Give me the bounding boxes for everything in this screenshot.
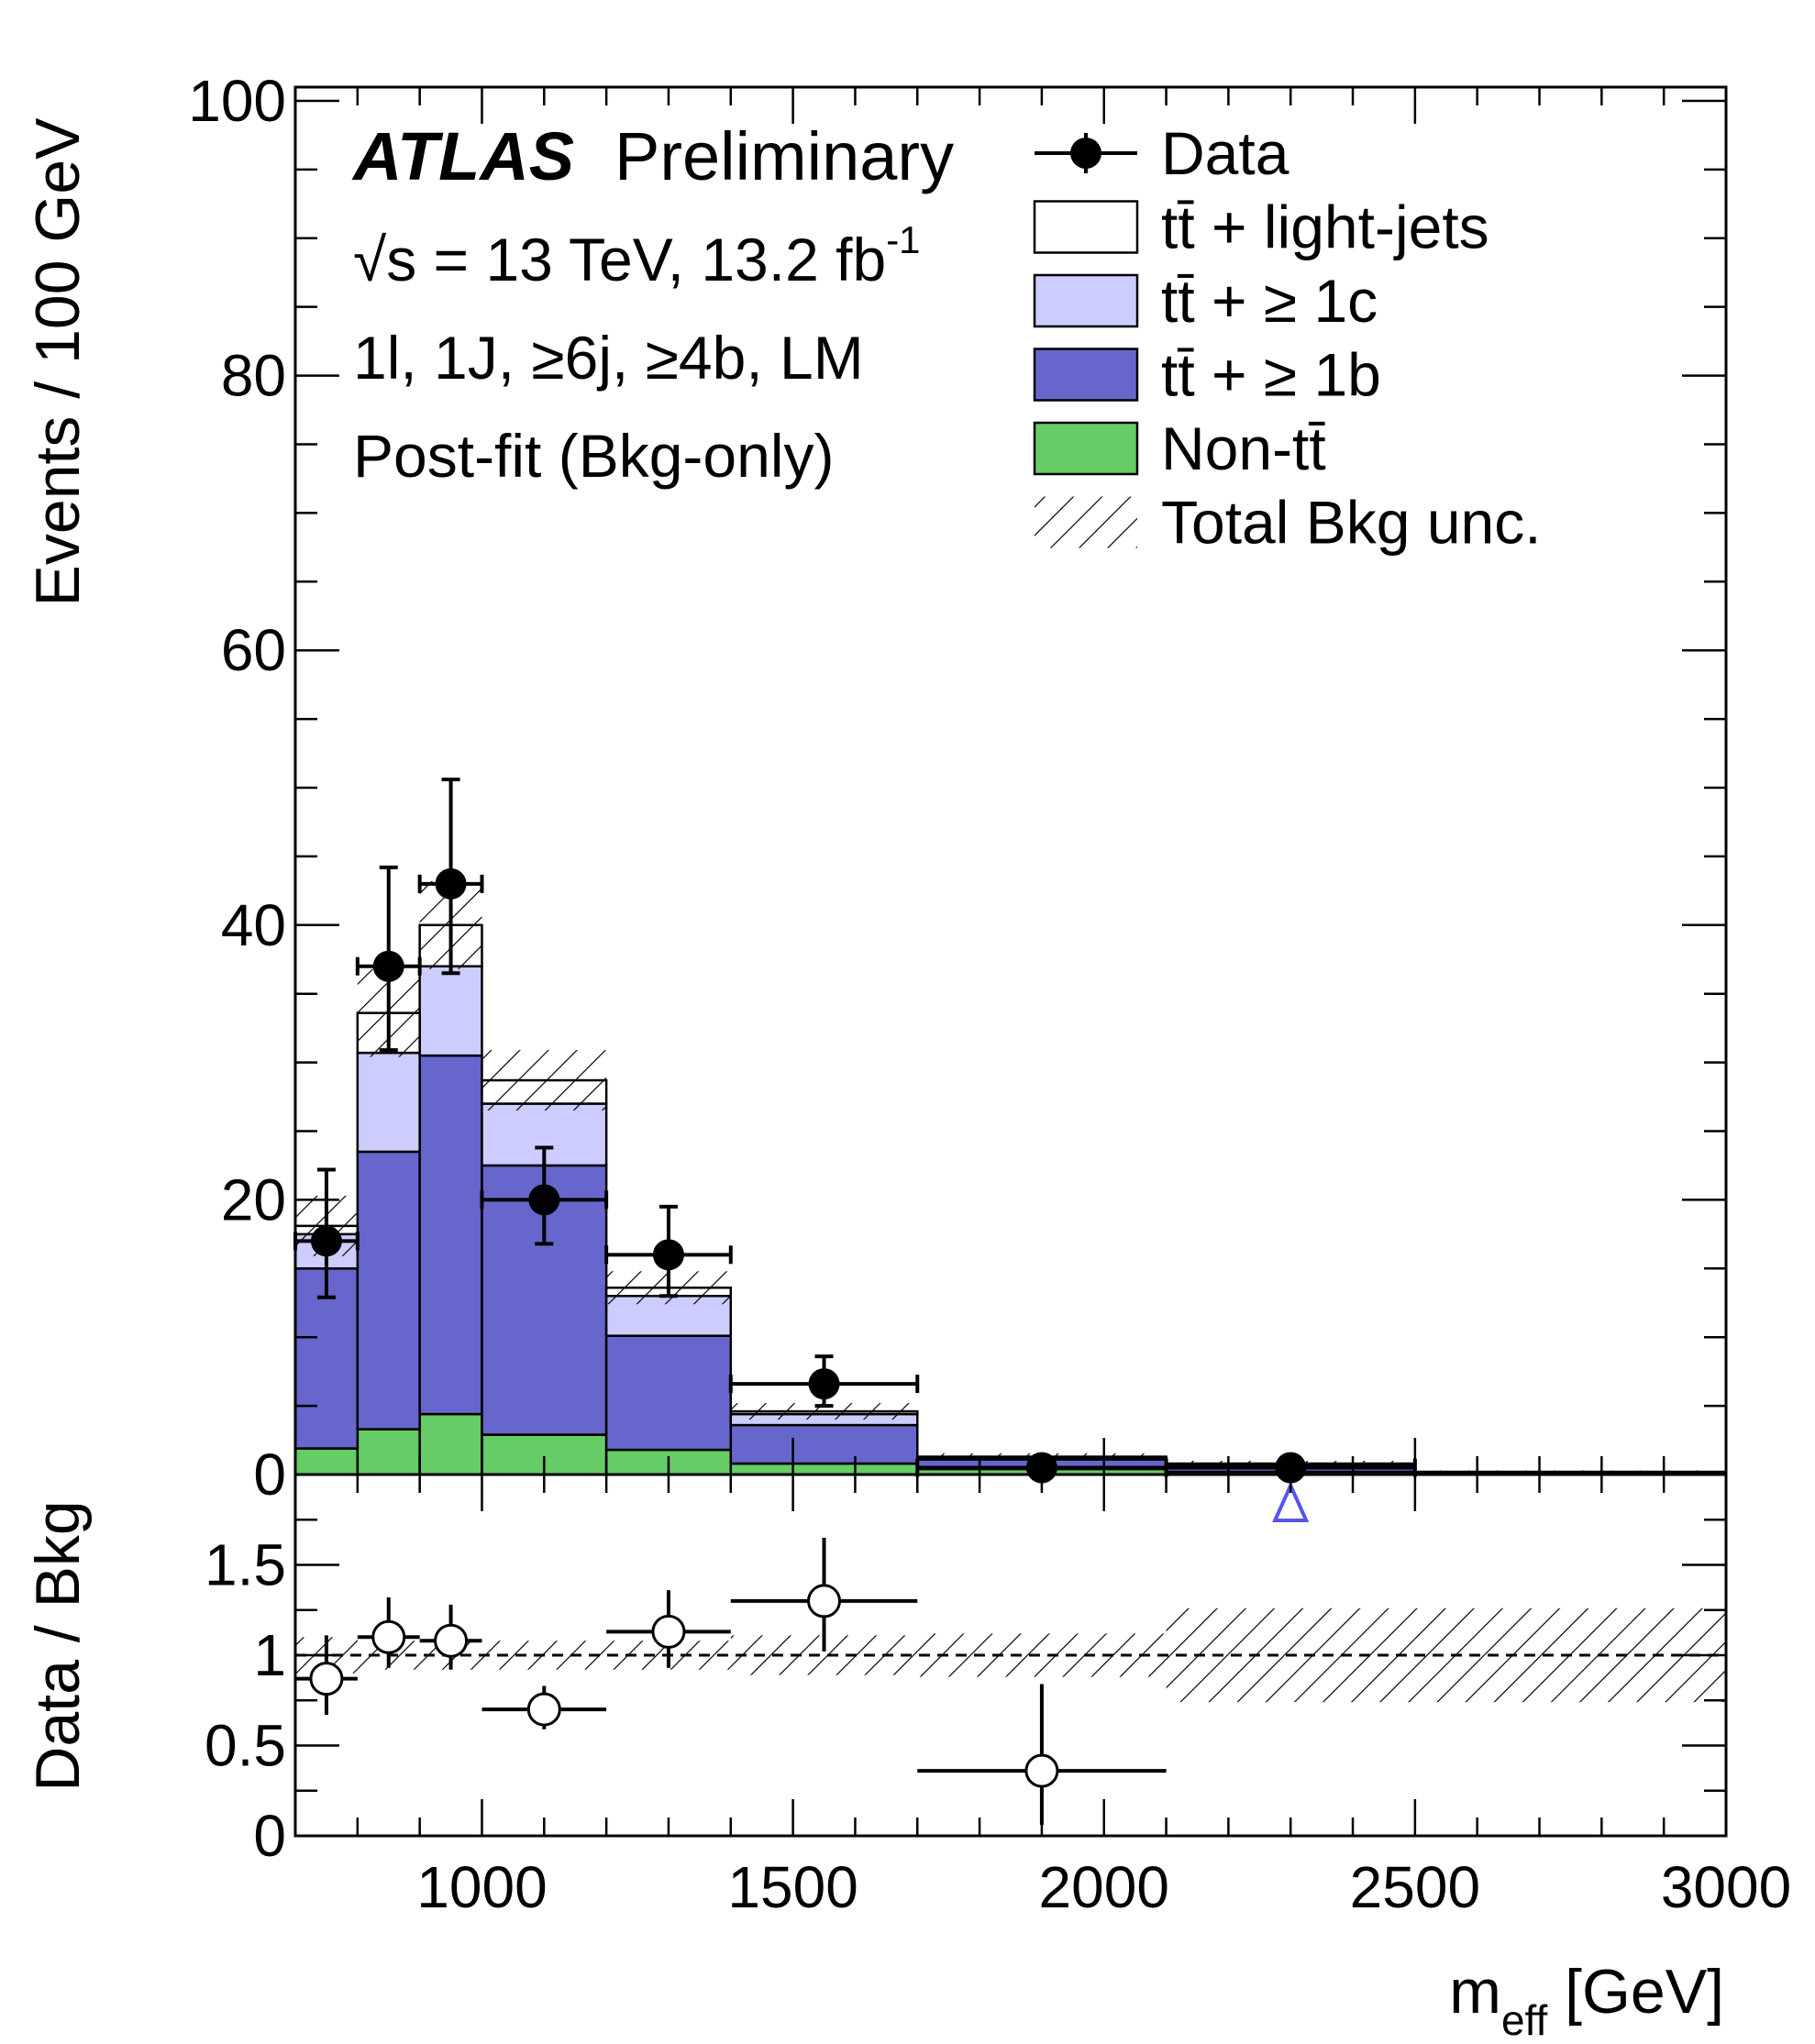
- y-tick-label-20: 20: [221, 1166, 286, 1232]
- legend-label-0: Data: [1161, 119, 1289, 187]
- atlas-label: ATLAS: [351, 118, 574, 194]
- y-tick-label-60: 60: [221, 617, 286, 683]
- energy-lumi-text: √s = 13 TeV, 13.2 fb: [353, 226, 886, 293]
- bar-nontt-0: [293, 1447, 360, 1476]
- data-point-1: [372, 950, 404, 982]
- legend-label-5: Total Bkg unc.: [1161, 489, 1542, 557]
- x-tick-label-2000: 2000: [1039, 1854, 1169, 1920]
- legend-label-4: Non-tt̄: [1161, 414, 1326, 482]
- ratio-y-tick-label-1: 1: [253, 1622, 286, 1688]
- data-point-4: [652, 1239, 684, 1271]
- ratio-y-tick-label-1.5: 1.5: [205, 1532, 286, 1598]
- bar-ttc-1: [356, 1051, 421, 1154]
- lumi-exponent: -1: [886, 218, 920, 261]
- y-tick-label-0: 0: [253, 1442, 286, 1508]
- main-panel: 0 20 40 60 80 100: [188, 68, 1728, 1508]
- ratio-point-4: [651, 1614, 686, 1649]
- ratio-point-5: [807, 1584, 842, 1619]
- bar-ttb-5: [729, 1423, 919, 1465]
- ratio-y-tick-label-0.5: 0.5: [205, 1713, 286, 1779]
- legend-label-1: tt̄ + light-jets: [1161, 193, 1489, 261]
- data-point-2: [435, 867, 467, 900]
- bar-ttc-2: [418, 965, 483, 1057]
- x-tick-label-1000: 1000: [416, 1854, 547, 1920]
- x-tick-label-1500: 1500: [727, 1854, 858, 1920]
- x-axis-title-main: m: [1449, 1957, 1501, 2027]
- ratio-point-6: [1024, 1753, 1059, 1788]
- legend-label-2: tt̄ + ≥ 1c: [1161, 267, 1378, 335]
- x-tick-label-3000: 3000: [1661, 1854, 1791, 1920]
- y-tick-label-100: 100: [188, 68, 286, 134]
- fit-label: Post-fit (Bkg-only): [353, 422, 834, 490]
- ratio-point-3: [526, 1692, 561, 1727]
- bar-nontt-2: [418, 1412, 483, 1476]
- bar-ttb-1: [356, 1150, 421, 1431]
- ratio-y-axis-title: Data / Bkg: [23, 1500, 93, 1792]
- bar-ttb-4: [604, 1334, 733, 1452]
- bkg-unc-8: [1414, 1470, 1726, 1474]
- data-point-0: [310, 1225, 342, 1257]
- energy-lumi-label: √s = 13 TeV, 13.2 fb-1: [353, 218, 921, 293]
- ratio-offscale-arrow-0: [1272, 1481, 1310, 1522]
- channel-label: 1l, 1J, ≥6j, ≥4b, LM: [353, 324, 864, 392]
- legend-data-marker: [1070, 138, 1101, 169]
- data-point-5: [808, 1368, 840, 1400]
- status-label: Preliminary: [614, 118, 954, 194]
- x-tick-label-2500: 2500: [1350, 1854, 1480, 1920]
- x-axis-title: meff [GeV]: [1449, 1957, 1724, 2044]
- x-axis-title-unit: [GeV]: [1547, 1957, 1724, 2027]
- x-axis-title-sub: eff: [1501, 1996, 1548, 2044]
- bar-nontt-5: [729, 1462, 919, 1476]
- legend-swatch-hatch: [1035, 496, 1137, 548]
- ratio-y-tick-label-0: 0: [253, 1803, 286, 1869]
- legend-swatch-3: [1033, 348, 1139, 402]
- y-axis-title: Events / 100 GeV: [23, 117, 93, 607]
- y-tick-label-40: 40: [221, 892, 286, 958]
- y-tick-label-80: 80: [221, 343, 286, 409]
- ratio-point-0: [309, 1662, 344, 1696]
- legend-swatch-4: [1033, 421, 1139, 476]
- legend-swatch-1: [1033, 200, 1139, 254]
- bkg-unc-5: [730, 1403, 918, 1420]
- bar-nontt-1: [356, 1428, 421, 1476]
- legend-label-3: tt̄ + ≥ 1b: [1161, 341, 1381, 409]
- ratio-panel: 0 0.5 1 1.5 1000 1500 2000 2500 3000: [205, 1473, 1791, 1920]
- bkg-unc-3: [481, 1050, 607, 1111]
- legend-swatch-2: [1033, 273, 1139, 328]
- ratio-point-2: [434, 1623, 469, 1658]
- ratio-point-1: [371, 1619, 406, 1654]
- data-point-3: [528, 1184, 560, 1216]
- bar-ttb-2: [418, 1054, 483, 1416]
